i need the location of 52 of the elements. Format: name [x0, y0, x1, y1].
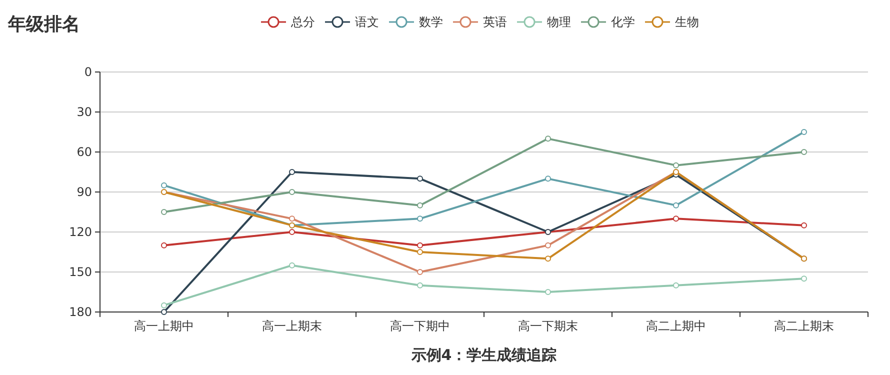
point [545, 256, 551, 262]
point [289, 229, 295, 235]
legend-label: 语文 [355, 15, 379, 29]
point [417, 216, 423, 222]
point [289, 169, 295, 175]
point [417, 176, 423, 182]
x-tick-label: 高一下期末 [518, 319, 578, 333]
legend-label: 总分 [290, 15, 315, 29]
point [417, 202, 423, 208]
point [801, 129, 807, 135]
point [673, 282, 679, 288]
x-tick-label: 高一上期末 [262, 319, 322, 333]
point [289, 189, 295, 195]
legend-label: 英语 [483, 15, 507, 29]
legend-label: 化学 [611, 15, 635, 29]
point [417, 249, 423, 255]
point [801, 149, 807, 155]
y-tick-label: 120 [69, 225, 92, 239]
x-tick-label: 高二上期中 [646, 319, 706, 333]
y-tick-label: 60 [76, 145, 92, 159]
point [417, 282, 423, 288]
point [545, 242, 551, 248]
y-tick-label: 0 [84, 65, 92, 79]
point [673, 202, 679, 208]
point [417, 242, 423, 248]
point [161, 309, 167, 315]
point [161, 209, 167, 215]
point [673, 162, 679, 168]
y-tick-label: 30 [76, 105, 92, 119]
point [289, 262, 295, 268]
point [545, 289, 551, 295]
legend-label: 生物 [675, 15, 699, 29]
x-tick-label: 高一下期中 [390, 319, 450, 333]
legend-label: 数学 [419, 15, 443, 29]
x-tick-label: 高一上期中 [134, 319, 194, 333]
y-tick-label: 180 [69, 305, 92, 319]
point [801, 276, 807, 282]
legend-label: 物理 [547, 15, 571, 29]
point [801, 222, 807, 228]
point [673, 216, 679, 222]
point [161, 242, 167, 248]
point [417, 269, 423, 275]
point [161, 182, 167, 188]
point [289, 216, 295, 222]
x-axis-title: 示例4：学生成绩追踪 [410, 346, 557, 364]
chart-title: 年级排名 [7, 14, 80, 35]
y-tick-label: 150 [69, 265, 92, 279]
y-tick-label: 90 [76, 185, 92, 199]
point [545, 176, 551, 182]
x-tick-label: 高二上期末 [774, 319, 834, 333]
point [545, 136, 551, 142]
point [161, 302, 167, 308]
